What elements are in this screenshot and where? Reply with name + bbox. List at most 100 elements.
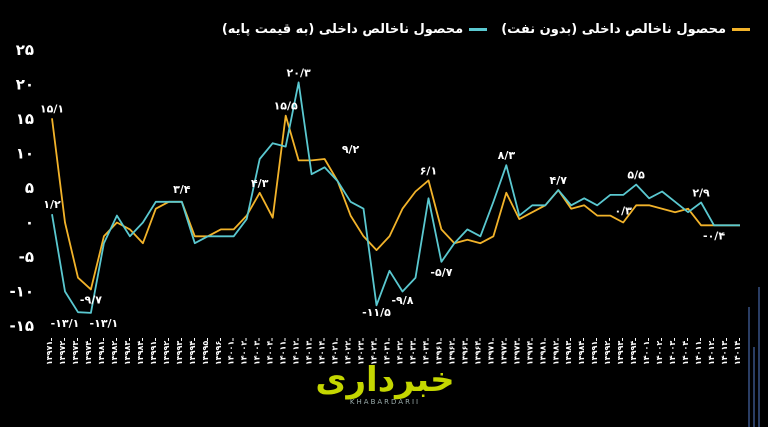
data-label: ۳/۴ (173, 183, 191, 196)
x-tick-label: ۱۴۰۰ـ۲ (655, 338, 664, 365)
x-tick-label: ۱۳۹۷ـ۴ (84, 338, 93, 365)
data-label: -۰/۴ (703, 229, 725, 242)
x-tick-label: ۱۴۰۰ـ۳ (253, 338, 262, 365)
x-tick-label: ۱۳۹۹ـ۴ (188, 338, 197, 365)
data-label: -۹/۸ (391, 294, 413, 307)
x-tick-label: ۱۳۹۷ـ۲ (58, 338, 67, 365)
x-tick-label: ۱۳۹۷ـ۱ (45, 338, 54, 365)
y-tick-label: -۵ (19, 248, 34, 266)
legend-item-without-oil: محصول ناخالص داخلی (بدون نفت) (501, 22, 750, 37)
x-tick-label: ۱۴۰۱ـ۲ (707, 338, 716, 365)
data-label: ۴/۳ (251, 177, 269, 190)
data-label: ۱۵/۵ (274, 100, 298, 113)
x-tick-label: ۱۳۹۸ـ۱ (97, 338, 106, 365)
x-tick-label: ۱۴۰۲ـ۲ (344, 338, 353, 365)
x-tick-label: ۱۳۹۷ـ۲ (499, 338, 508, 365)
legend-item-base-price: محصول ناخالص داخلی (به قیمت پایه) (221, 22, 488, 37)
data-label: ۱۵/۱ (40, 102, 64, 115)
y-tick-label: ۰ (25, 214, 34, 232)
x-tick-label: ۱۳۹۸ـ۳ (123, 338, 132, 365)
x-tick-label: ۱۴۰۰ـ۴ (681, 338, 690, 365)
decorative-bars (748, 287, 762, 427)
y-tick-label: ۵ (25, 179, 34, 197)
x-tick-label: ۱۳۹۷ـ۴ (525, 338, 534, 365)
x-tick-label: ۱۴۰۳ـ۳ (408, 338, 417, 365)
x-tick-label: ۱۴۰۲ـ۳ (357, 338, 366, 365)
y-tick-label: ۱۵ (16, 110, 34, 128)
x-tick-label: ۱۳۹۶ـ۳ (460, 338, 469, 365)
legend-label-without-oil: محصول ناخالص داخلی (بدون نفت) (501, 22, 726, 37)
data-label: -۱۳/۱ (90, 317, 119, 330)
data-label: ۲/۹ (692, 186, 710, 199)
x-tick-label: ۱۳۹۷ـ۳ (512, 338, 521, 365)
x-tick-label: ۱۳۹۶ـ۴ (473, 338, 482, 365)
x-tick-label: ۱۴۰۰ـ۳ (668, 338, 677, 365)
x-tick-label: ۱۳۹۹ـ۴ (629, 338, 638, 365)
decorative-bar (748, 307, 750, 427)
x-tick-label: ۱۴۰۱ـ۳ (305, 338, 314, 365)
x-tick-label: ۱۳۹۹ـ۱ (149, 338, 158, 365)
x-tick-label: ۱۴۰۱ـ۱ (694, 338, 703, 365)
x-tick-label: ۱۳۹۸ـ۳ (564, 338, 573, 365)
decorative-bar (753, 347, 755, 427)
y-tick-label: -۱۰ (9, 283, 34, 301)
x-tick-label: ۱۴۰۰ـ۱ (642, 338, 651, 365)
x-tick-label: ۱۳۹۶ـ۲ (447, 338, 456, 365)
x-tick-label: ۱۳۹۹ـ۲ (603, 338, 612, 365)
logo-wordmark: خبرداری (315, 360, 455, 400)
x-tick-label: ۱۳۹۷ـ۳ (71, 338, 80, 365)
x-tick-label: ۱۳۹۹ـ۳ (175, 338, 184, 365)
series-line-2 (51, 81, 740, 314)
y-tick-label: ۲۵ (16, 41, 34, 59)
data-label: ۸/۳ (498, 149, 516, 162)
legend: محصول ناخالص داخلی (بدون نفت) محصول ناخا… (222, 22, 750, 37)
x-tick-label: ۱۴۰۲ـ۴ (370, 338, 379, 365)
x-tick-label: ۱۴۰۱ـ۴ (733, 338, 742, 365)
logo-subtitle: KHABARDARII (349, 398, 421, 406)
data-label: -۹/۷ (80, 293, 102, 306)
data-label: ۶/۱ (420, 164, 437, 177)
legend-swatch-without-oil (732, 28, 750, 31)
x-tick-label: ۱۴۰۱ـ۳ (720, 338, 729, 365)
data-label: ۴/۷ (550, 174, 568, 187)
x-tick-label: ۱۴۰۳ـ۲ (395, 338, 404, 365)
x-tick-label: ۱۳۹۸ـ۲ (110, 338, 119, 365)
x-tick-label: ۱۴۰۳ـ۴ (421, 338, 430, 365)
x-tick-label: ۱۳۹۸ـ۲ (551, 338, 560, 365)
data-label: ۹/۲ (342, 143, 360, 156)
x-tick-label: ۱۳۹۸ـ۴ (577, 338, 586, 365)
x-tick-label: ۱۴۰۱ـ۱ (279, 338, 288, 365)
data-label: ۵/۵ (627, 169, 645, 182)
x-tick-label: ۱۴۰۰ـ۴ (266, 338, 275, 365)
decorative-bar (758, 287, 760, 427)
series-line-1 (51, 114, 740, 291)
x-tick-label: ۱۴۰۲ـ۱ (331, 338, 340, 365)
x-tick-label: ۱۳۹۹ـ۵ (201, 338, 210, 365)
data-label: ۰/۳ (614, 204, 632, 217)
x-tick-label: ۱۳۹۸ـ۴ (136, 338, 145, 365)
x-tick-label: ۱۴۰۳ـ۱ (383, 338, 392, 365)
legend-label-base-price: محصول ناخالص داخلی (به قیمت پایه) (221, 22, 464, 37)
data-label: ۲۰/۳ (287, 66, 311, 79)
legend-swatch-base-price (469, 28, 488, 31)
x-tick-label: ۱۳۹۹ـ۲ (162, 338, 171, 365)
x-tick-label: ۱۴۰۱ـ۲ (292, 338, 301, 365)
x-tick-label: ۱۳۹۸ـ۱ (538, 338, 547, 365)
x-tick-label: ۱۳۹۷ـ۱ (486, 338, 495, 365)
y-tick-label: ۱۰ (16, 145, 34, 163)
x-tick-label: ۱۳۹۹ـ۶ (214, 338, 223, 365)
data-label: -۱۱/۵ (362, 306, 391, 319)
x-tick-label: ۱۳۹۶ـ۱ (434, 338, 443, 365)
data-label: -۱۳/۱ (51, 317, 80, 330)
x-tick-label: ۱۴۰۱ـ۴ (318, 338, 327, 365)
brand-logo: خبرداری KHABARDARII (300, 362, 470, 406)
x-tick-label: ۱۳۹۹ـ۳ (616, 338, 625, 365)
x-tick-label: ۱۴۰۰ـ۲ (240, 338, 249, 365)
x-tick-label: ۱۴۰۰ـ۱ (227, 338, 236, 365)
y-tick-label: ۲۰ (16, 76, 34, 94)
y-tick-label: -۱۵ (9, 317, 34, 335)
data-label: ۱/۲ (43, 198, 61, 211)
data-label: -۵/۷ (430, 266, 452, 279)
x-tick-label: ۱۳۹۹ـ۱ (590, 338, 599, 365)
